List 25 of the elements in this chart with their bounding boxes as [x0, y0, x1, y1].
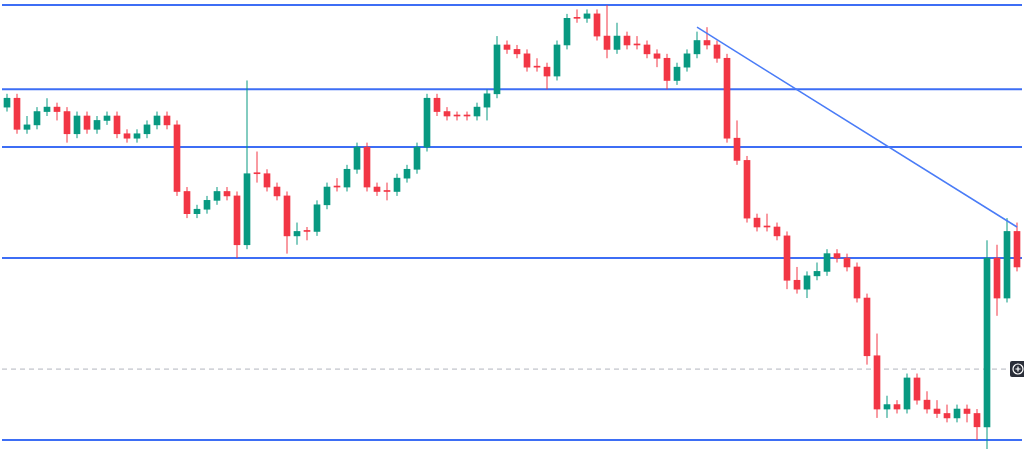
candlestick [33, 106, 41, 130]
candlestick [133, 128, 141, 144]
candlestick [973, 408, 981, 441]
candlestick [823, 248, 831, 277]
candlestick [253, 151, 261, 184]
candlestick [673, 62, 681, 86]
candlestick [393, 173, 401, 197]
candlestick [303, 226, 311, 241]
candlestick [383, 182, 391, 201]
candlestick [733, 119, 741, 166]
candlestick [713, 40, 721, 64]
candlestick [183, 186, 191, 219]
candlestick [63, 106, 71, 144]
candlestick [413, 142, 421, 175]
candlestick [663, 53, 671, 90]
candlestick [123, 128, 131, 144]
candlestick [483, 88, 491, 121]
candlestick [83, 111, 91, 135]
candlestick [693, 31, 701, 59]
candlestick [603, 4, 611, 59]
candlestick [613, 22, 621, 55]
candlestick [263, 168, 271, 192]
candlestick [433, 93, 441, 117]
candlestick [573, 8, 581, 24]
candlestick [353, 142, 361, 175]
